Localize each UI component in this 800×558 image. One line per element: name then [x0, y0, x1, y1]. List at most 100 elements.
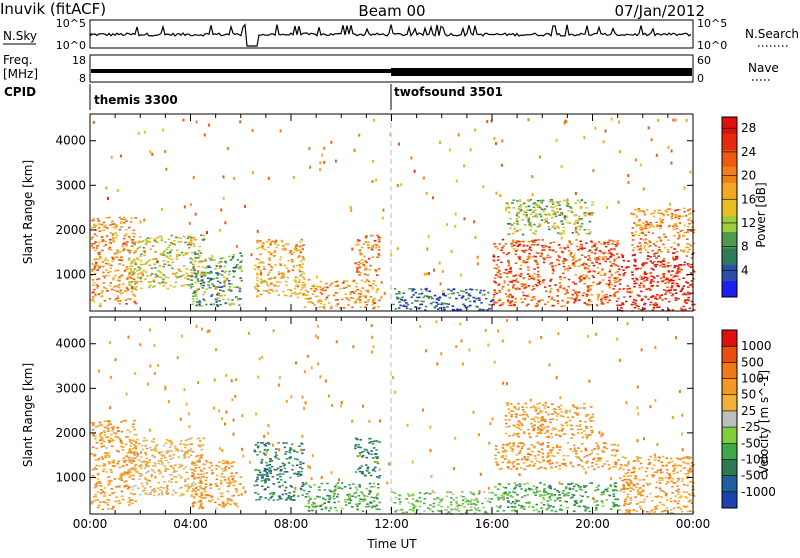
data-cell: [118, 500, 121, 502]
data-cell: [108, 442, 111, 444]
data-cell: [354, 448, 357, 450]
data-cell: [498, 270, 501, 272]
data-cell: [254, 470, 257, 472]
data-cell: [199, 246, 202, 248]
data-cell: [108, 421, 111, 423]
data-cell: [612, 288, 615, 290]
data-cell: [603, 242, 606, 244]
data-cell: [588, 511, 591, 513]
data-cell: [151, 153, 153, 156]
data-cell: [497, 488, 500, 490]
data-cell: [530, 214, 533, 216]
data-cell: [351, 291, 354, 293]
data-cell: [364, 260, 367, 262]
data-cell: [117, 280, 120, 282]
data-cell: [283, 463, 286, 465]
data-cell: [218, 462, 221, 464]
data-cell: [253, 450, 256, 452]
data-cell: [508, 444, 511, 446]
data-cell: [218, 262, 221, 264]
data-cell: [673, 252, 676, 254]
data-cell: [165, 442, 168, 444]
data-cell: [314, 288, 317, 290]
data-cell: [102, 266, 105, 268]
data-cell: [180, 477, 183, 479]
data-cell: [150, 492, 153, 494]
data-cell: [489, 501, 492, 503]
data-cell: [121, 250, 124, 252]
data-cell: [334, 285, 337, 287]
data-cell: [255, 480, 258, 482]
data-cell: [675, 119, 677, 122]
data-cell: [113, 226, 116, 228]
data-cell: [535, 260, 538, 262]
data-cell: [518, 245, 521, 247]
data-cell: [256, 242, 259, 244]
data-cell: [344, 499, 347, 501]
data-cell: [673, 267, 676, 269]
data-cell: [107, 260, 110, 262]
data-cell: [95, 496, 98, 498]
data-cell: [200, 504, 203, 506]
data-cell: [604, 463, 607, 465]
data-cell: [203, 476, 206, 478]
data-cell: [655, 257, 658, 259]
data-cell: [378, 249, 381, 251]
data-cell: [522, 278, 525, 280]
data-cell: [633, 255, 636, 257]
data-cell: [660, 222, 663, 224]
data-cell: [297, 495, 300, 497]
data-cell: [91, 245, 94, 247]
data-cell: [376, 476, 379, 478]
cpid-label: CPID: [4, 85, 36, 99]
data-cell: [136, 439, 139, 441]
data-cell: [592, 202, 595, 204]
data-cell: [110, 471, 113, 473]
data-cell: [100, 443, 103, 445]
data-cell: [545, 246, 548, 248]
data-cell: [569, 448, 572, 450]
data-cell: [289, 295, 292, 297]
data-cell: [173, 454, 176, 456]
data-cell: [631, 271, 634, 273]
data-cell: [676, 275, 679, 277]
data-cell: [474, 129, 476, 132]
data-cell: [565, 465, 568, 467]
data-cell: [225, 302, 228, 304]
data-cell: [123, 238, 126, 240]
data-cell: [609, 282, 612, 284]
data-cell: [105, 263, 108, 265]
data-cell: [587, 496, 590, 498]
data-cell: [444, 295, 447, 297]
data-cell: [100, 303, 103, 305]
data-cell: [298, 279, 301, 281]
data-cell: [138, 479, 141, 481]
data-cell: [473, 300, 476, 302]
data-cell: [652, 285, 655, 287]
data-cell: [267, 274, 270, 276]
data-cell: [141, 445, 144, 447]
data-cell: [611, 455, 614, 457]
data-cell: [654, 264, 657, 266]
data-cell: [105, 269, 108, 271]
data-cell: [295, 282, 298, 284]
data-cell: [370, 475, 373, 477]
data-cell: [434, 307, 437, 309]
data-cell: [347, 304, 350, 306]
data-cell: [282, 494, 285, 496]
data-cell: [276, 474, 279, 476]
data-cell: [96, 279, 99, 281]
data-cell: [289, 252, 292, 254]
data-cell: [579, 501, 582, 503]
data-cell: [298, 281, 301, 283]
data-cell: [494, 494, 497, 496]
data-cell: [462, 296, 465, 298]
data-cell: [97, 220, 100, 222]
data-cell: [552, 269, 555, 271]
data-cell: [117, 461, 120, 463]
data-cell: [519, 199, 521, 202]
data-cell: [603, 252, 605, 255]
data-cell: [295, 294, 298, 296]
data-cell: [233, 177, 235, 180]
data-cell: [111, 508, 114, 510]
